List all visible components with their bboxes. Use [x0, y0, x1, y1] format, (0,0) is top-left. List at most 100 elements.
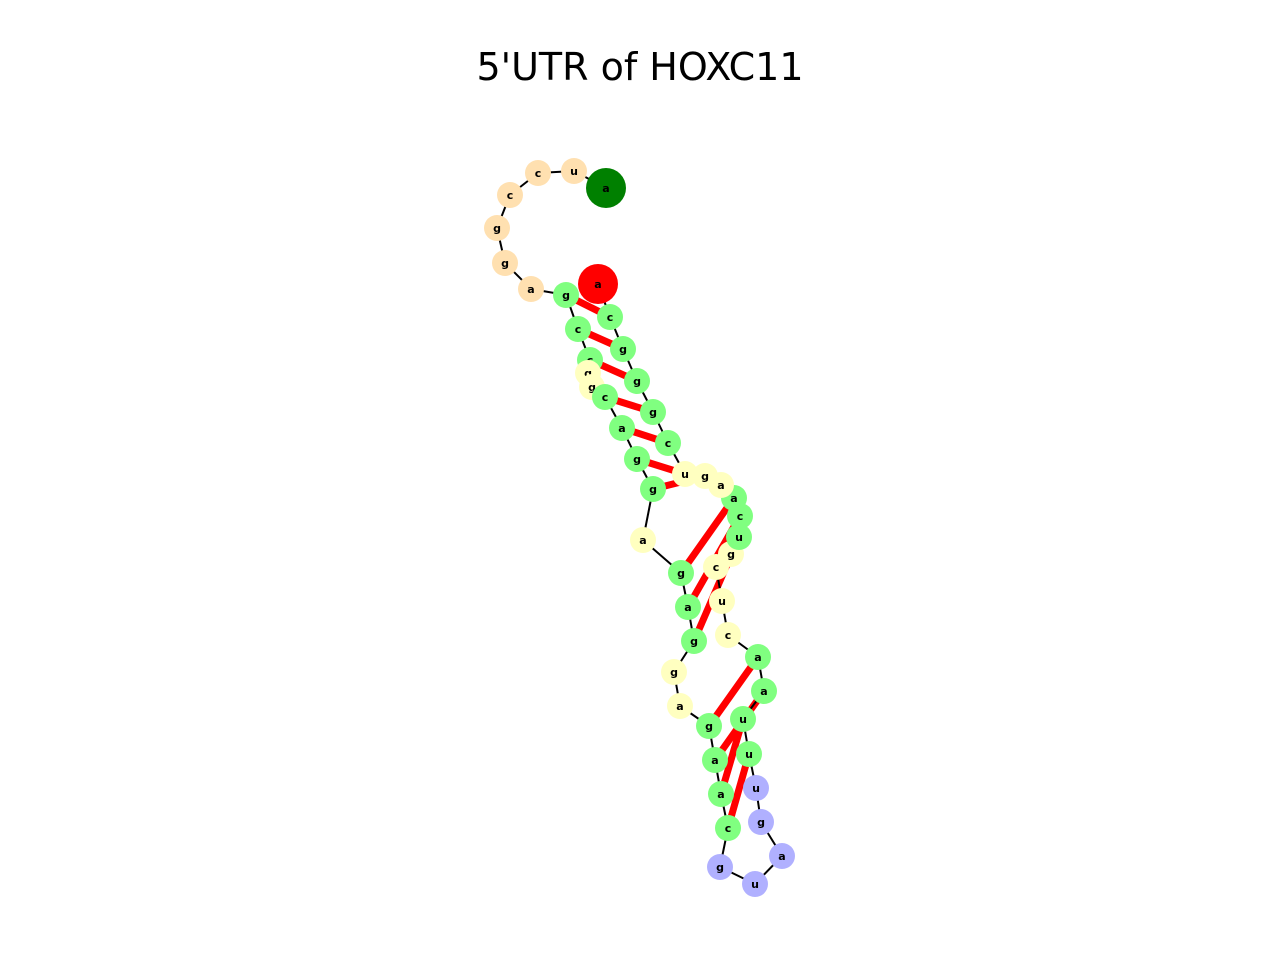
- nucleotide-label: g: [619, 343, 627, 356]
- nucleotide-stem: g: [610, 336, 636, 362]
- nucleotide-label: a: [711, 754, 718, 767]
- base-pair-bond: [678, 495, 737, 576]
- nucleotide-label: a: [760, 685, 767, 698]
- nucleotide-stem: g: [696, 713, 722, 739]
- nucleotide-label: c: [737, 510, 744, 523]
- nucleotide-label: c: [725, 822, 732, 835]
- nucleotide-circle: [610, 336, 636, 362]
- nucleotide-external: c: [525, 160, 551, 186]
- nucleotide-stem: a: [751, 678, 777, 704]
- nucleotide-label: c: [607, 311, 614, 324]
- nucleotide-circle: [668, 560, 694, 586]
- nucleotide-label: g: [501, 257, 509, 270]
- nucleotide-label: g: [493, 222, 501, 235]
- nucleotide-stem: c: [715, 815, 741, 841]
- nucleotide-circle: [640, 476, 666, 502]
- nucleotide-loop: a: [630, 527, 656, 553]
- nucleotide-hairpin: u: [742, 871, 768, 897]
- nucleotide-label: a: [684, 601, 691, 614]
- nucleotide-hairpin: u: [743, 775, 769, 801]
- nucleotide-circle: [667, 693, 693, 719]
- nucleotide-label: a: [594, 278, 601, 291]
- nucleotide-label: g: [562, 289, 570, 302]
- nucleotide-label: g: [649, 406, 657, 419]
- nucleotide-circle: [624, 446, 650, 472]
- nucleotide-hairpin: g: [707, 854, 733, 880]
- nucleotide-label: g: [757, 816, 765, 829]
- nucleotide-circle: [630, 527, 656, 553]
- nucleotide-circle: [484, 215, 510, 241]
- nucleotide-circle: [609, 415, 635, 441]
- nucleotide-label: a: [639, 534, 646, 547]
- nucleotide-stem: a: [702, 747, 728, 773]
- nucleotide-label: c: [575, 323, 582, 336]
- nucleotide-external: c: [497, 182, 523, 208]
- nucleotide-label: g: [701, 470, 709, 483]
- nucleotide-circle: [655, 430, 681, 456]
- nucleotide-stem: g: [553, 282, 579, 308]
- nucleotide-label: g: [633, 375, 641, 388]
- nucleotide-hairpin: a: [769, 843, 795, 869]
- nucleotide-circle: [640, 399, 666, 425]
- nucleotide-circle: [769, 843, 795, 869]
- nucleotide-circle: [742, 871, 768, 897]
- nucleotide-external: g: [484, 215, 510, 241]
- figure-title: 5'UTR of HOXC11: [476, 45, 803, 89]
- nucleotide-circle: [726, 524, 752, 550]
- nucleotide-loop: u: [672, 461, 698, 487]
- nucleotide-stem: c: [655, 430, 681, 456]
- nucleotide-external: u: [561, 158, 587, 184]
- nucleotide-circle: [492, 250, 518, 276]
- nucleotide-label: a: [754, 651, 761, 664]
- nucleotide-label: g: [584, 367, 592, 380]
- nucleotide-loop: g: [661, 659, 687, 685]
- nucleotide-label: u: [751, 878, 759, 891]
- nucleotide-stem: a: [675, 594, 701, 620]
- nucleotide-stem: g: [624, 446, 650, 472]
- base-pair-bond: [706, 654, 761, 729]
- nucleotide-label: g: [649, 483, 657, 496]
- nucleotide-loop: c: [715, 622, 741, 648]
- nucleotide-stem: a: [609, 415, 635, 441]
- nucleotide-loop: g: [692, 463, 718, 489]
- nucleotide-stem: g: [681, 628, 707, 654]
- nucleotide-label: g: [588, 381, 596, 394]
- nucleotide-circle: [715, 622, 741, 648]
- nucleotide-label: u: [752, 782, 760, 795]
- nucleotide-label: a: [527, 283, 534, 296]
- nucleotide-label: u: [681, 468, 689, 481]
- nucleotide-loop: u: [709, 588, 735, 614]
- nucleotide-circle: [561, 158, 587, 184]
- nucleotide-external: g: [492, 250, 518, 276]
- nucleotide-start: a: [586, 168, 626, 208]
- nucleotide-label: c: [713, 561, 720, 574]
- nucleotide-stem: u: [726, 524, 752, 550]
- nucleotide-circle: [624, 368, 650, 394]
- nucleotide-stem: c: [592, 384, 618, 410]
- nucleotide-stem: g: [640, 399, 666, 425]
- nucleotide-circle: [518, 276, 544, 302]
- nucleotide-hairpin: g: [748, 809, 774, 835]
- nucleotide-circle: [553, 282, 579, 308]
- nucleotide-circle: [730, 706, 756, 732]
- nucleotide-circle: [565, 316, 591, 342]
- nucleotide-circle: [525, 160, 551, 186]
- nucleotide-label: c: [665, 437, 672, 450]
- nucleotide-label: g: [633, 453, 641, 466]
- base-pair-bond: [717, 718, 747, 795]
- nucleotide-label: g: [727, 548, 735, 561]
- nucleotide-circle: [748, 809, 774, 835]
- nucleotide-label: u: [570, 165, 578, 178]
- nucleotide-circle: [578, 264, 618, 304]
- nucleotide-circle: [745, 644, 771, 670]
- nucleotide-circle: [597, 304, 623, 330]
- nucleotide-label: c: [725, 629, 732, 642]
- nucleotide-circle: [592, 384, 618, 410]
- nucleotide-stem: c: [597, 304, 623, 330]
- nucleotide-circle: [715, 815, 741, 841]
- nucleotide-circle: [702, 747, 728, 773]
- nucleotide-circle: [661, 659, 687, 685]
- nucleotide-stem: a: [745, 644, 771, 670]
- nucleotide-label: u: [735, 531, 743, 544]
